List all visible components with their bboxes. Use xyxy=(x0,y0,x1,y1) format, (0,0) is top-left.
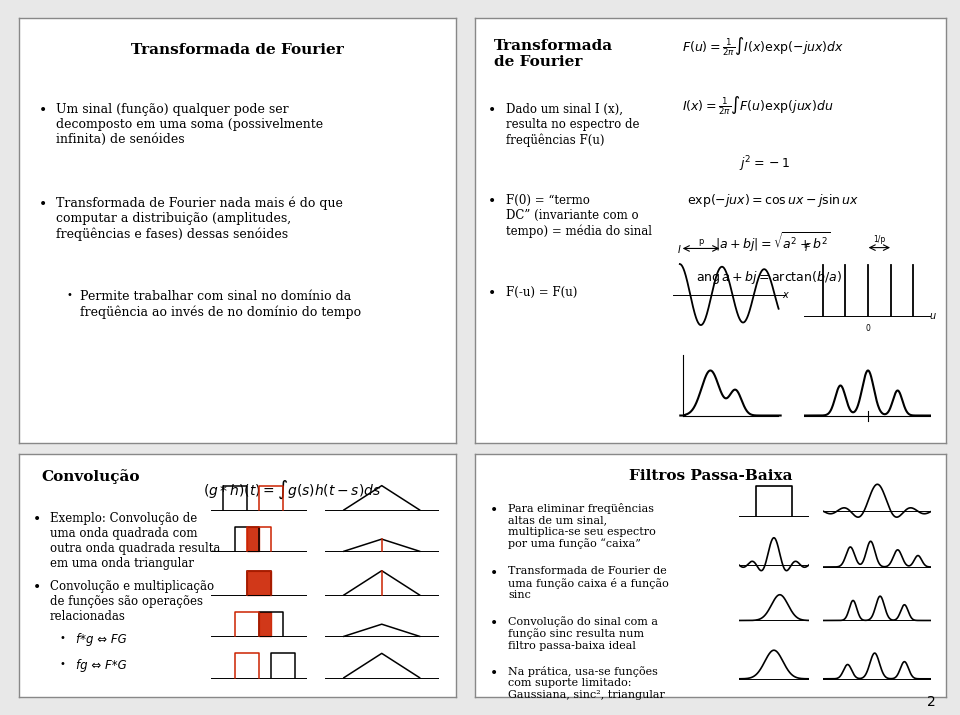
Text: •: • xyxy=(60,633,66,643)
Text: Transformada de Fourier de
uma função caixa é a função
sinc: Transformada de Fourier de uma função ca… xyxy=(508,566,669,601)
Text: Filtros Passa-Baixa: Filtros Passa-Baixa xyxy=(629,468,792,483)
Text: F(-u) = F(u): F(-u) = F(u) xyxy=(506,286,577,299)
Text: •: • xyxy=(490,503,498,517)
Text: Convolução do sinal com a
função sinc resulta num
filtro passa-baixa ideal: Convolução do sinal com a função sinc re… xyxy=(508,616,659,651)
Text: Um sinal (função) qualquer pode ser
decomposto em uma soma (possivelmente
infini: Um sinal (função) qualquer pode ser deco… xyxy=(57,103,324,146)
Text: •: • xyxy=(39,197,47,210)
Text: Convolução e multiplicação
de funções são operações
relacionadas: Convolução e multiplicação de funções sã… xyxy=(50,581,214,623)
Text: $F(u)=\frac{1}{2\pi}\int I(x)\exp(-jux)dx$: $F(u)=\frac{1}{2\pi}\int I(x)\exp(-jux)d… xyxy=(683,35,844,57)
Text: $\exp(-jux)=\cos ux - j\sin ux$: $\exp(-jux)=\cos ux - j\sin ux$ xyxy=(687,192,859,209)
Text: x: x xyxy=(782,290,788,300)
Text: •: • xyxy=(66,290,72,300)
Text: •: • xyxy=(60,659,66,669)
Text: •: • xyxy=(488,103,495,117)
Text: •: • xyxy=(33,513,40,526)
Text: fg ⇔ F*G: fg ⇔ F*G xyxy=(76,659,127,672)
Text: •: • xyxy=(33,581,40,594)
Text: $|a+bj|=\sqrt{a^{2}+b^{2}}$: $|a+bj|=\sqrt{a^{2}+b^{2}}$ xyxy=(715,230,830,255)
Text: $I(x)=\frac{1}{2\pi}\int F(u)\exp(jux)du$: $I(x)=\frac{1}{2\pi}\int F(u)\exp(jux)du… xyxy=(683,94,833,117)
Text: •: • xyxy=(488,194,495,209)
Text: •: • xyxy=(490,566,498,580)
Text: p: p xyxy=(698,237,704,246)
Text: 1/p: 1/p xyxy=(874,235,885,245)
Text: Transformada de Fourier nada mais é do que
computar a distribuição (amplitudes,
: Transformada de Fourier nada mais é do q… xyxy=(57,197,344,241)
Text: Transformada
de Fourier: Transformada de Fourier xyxy=(494,39,613,69)
Text: $(g*h)(t)=\int g(s)h(t-s)ds$: $(g*h)(t)=\int g(s)h(t-s)ds$ xyxy=(203,478,381,500)
Text: $j^{2}=-1$: $j^{2}=-1$ xyxy=(738,154,790,174)
Text: u: u xyxy=(929,311,935,320)
Text: Exemplo: Convolução de
uma onda quadrada com
outra onda quadrada resulta
em uma : Exemplo: Convolução de uma onda quadrada… xyxy=(50,513,220,571)
Text: I: I xyxy=(678,245,681,255)
Text: 0: 0 xyxy=(866,324,871,332)
Text: Dado um sinal I (x),
resulta no espectro de
freqüências F(u): Dado um sinal I (x), resulta no espectro… xyxy=(506,103,639,147)
Text: Convolução: Convolução xyxy=(41,468,139,483)
Text: Para eliminar freqüências
altas de um sinal,
multiplica-se seu espectro
por uma : Para eliminar freqüências altas de um si… xyxy=(508,503,656,549)
Text: F(0) = “termo
DC” (invariante com o
tempo) = média do sinal: F(0) = “termo DC” (invariante com o temp… xyxy=(506,194,652,238)
Text: •: • xyxy=(490,666,498,679)
Text: •: • xyxy=(39,103,47,117)
Text: Permite trabalhar com sinal no domínio da
freqüência ao invés de no domínio do t: Permite trabalhar com sinal no domínio d… xyxy=(81,290,362,319)
Text: Transformada de Fourier: Transformada de Fourier xyxy=(132,44,344,57)
Text: f*g ⇔ FG: f*g ⇔ FG xyxy=(76,633,127,646)
Text: •: • xyxy=(488,286,495,300)
Text: F: F xyxy=(804,243,810,253)
Text: Na prática, usa-se funções
com suporte limitado:
Gaussiana, sinc², triangular: Na prática, usa-se funções com suporte l… xyxy=(508,666,665,700)
Text: ${\rm ang}\,a+bj=\arctan(b/a)$: ${\rm ang}\,a+bj=\arctan(b/a)$ xyxy=(696,269,842,286)
Text: 2: 2 xyxy=(927,695,936,709)
Text: •: • xyxy=(490,616,498,630)
